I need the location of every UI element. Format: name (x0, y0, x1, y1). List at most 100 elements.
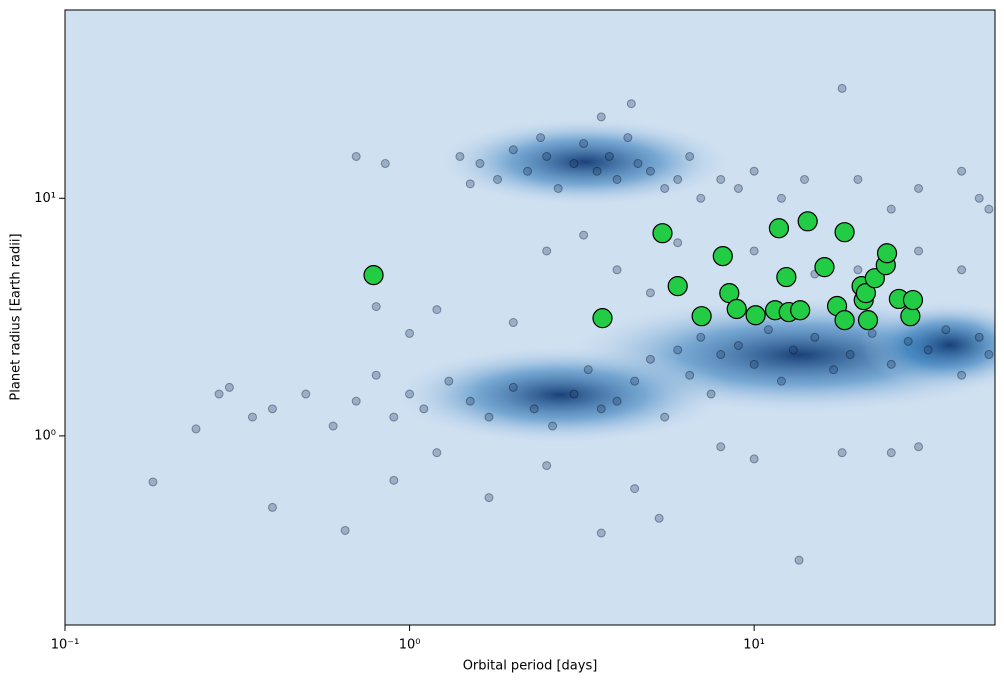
highlight-point (776, 266, 797, 288)
point (579, 139, 589, 149)
point (484, 493, 494, 503)
point (455, 151, 465, 161)
point (612, 396, 622, 406)
point (542, 461, 552, 471)
point (553, 183, 563, 193)
point (596, 112, 606, 122)
point (626, 99, 636, 109)
point (592, 166, 602, 176)
point (630, 484, 640, 494)
point (696, 193, 706, 203)
point (660, 183, 670, 193)
highlight-point (834, 310, 855, 331)
point (465, 179, 475, 189)
point (484, 412, 494, 422)
point (984, 204, 994, 214)
y-axis-label: Planet radius [Earth radii] (9, 233, 24, 400)
point (914, 442, 924, 452)
point (380, 159, 390, 169)
highlight-point (768, 218, 790, 239)
highlight-point (712, 246, 733, 267)
point (749, 454, 759, 464)
highlight-point (834, 222, 855, 243)
y-tick-label: 10⁰ (34, 428, 56, 443)
point (914, 246, 924, 256)
point (340, 525, 350, 535)
point (853, 174, 863, 184)
point (810, 332, 820, 342)
point (405, 389, 415, 399)
highlight-point (790, 300, 811, 321)
point (405, 328, 415, 338)
point (529, 404, 539, 414)
point (645, 288, 655, 298)
point (536, 133, 546, 143)
point (633, 159, 643, 169)
point (886, 448, 896, 458)
highlight-point (864, 268, 885, 289)
highlight-point (745, 305, 766, 326)
point (837, 448, 847, 458)
point (923, 345, 933, 355)
highlight-point (902, 289, 924, 311)
point (475, 159, 485, 169)
point (612, 174, 622, 184)
point (623, 133, 633, 143)
point (886, 359, 896, 369)
point (389, 475, 399, 485)
point (716, 174, 726, 184)
highlight-point (797, 211, 818, 232)
point (984, 350, 994, 360)
point (941, 325, 951, 335)
x-tick-label: 10⁻¹ (51, 638, 80, 653)
point (660, 412, 670, 422)
point (788, 345, 798, 355)
point (914, 183, 924, 193)
point (829, 365, 839, 375)
highlight-point (726, 298, 747, 320)
point (579, 230, 589, 240)
point (508, 382, 518, 392)
point (794, 555, 804, 565)
point (733, 183, 743, 193)
point (508, 145, 518, 155)
density-blob (860, 300, 995, 390)
point (301, 389, 311, 399)
point (630, 376, 640, 386)
point (371, 370, 381, 380)
point (974, 193, 984, 203)
point (733, 341, 743, 351)
point (685, 151, 695, 161)
x-tick-label: 10¹ (743, 638, 765, 653)
point (837, 83, 847, 93)
point (351, 151, 361, 161)
point (371, 302, 381, 312)
point (763, 325, 773, 335)
point (444, 376, 454, 386)
point (542, 246, 552, 256)
point (886, 204, 896, 214)
point (749, 246, 759, 256)
highlight-point (667, 275, 688, 297)
point (957, 166, 967, 176)
point (432, 448, 442, 458)
point (749, 359, 759, 369)
point (903, 336, 913, 346)
point (853, 265, 863, 275)
point (569, 389, 579, 399)
point (596, 404, 606, 414)
highlight-point (876, 243, 898, 264)
point (845, 350, 855, 360)
highlight-point (363, 265, 384, 286)
point (716, 350, 726, 360)
point (465, 396, 475, 406)
highlight-point (857, 310, 879, 331)
point (247, 412, 257, 422)
point (267, 502, 277, 512)
highlight-point (814, 257, 835, 278)
point (673, 345, 683, 355)
point (957, 265, 967, 275)
highlight-point (592, 308, 613, 329)
point (645, 166, 655, 176)
